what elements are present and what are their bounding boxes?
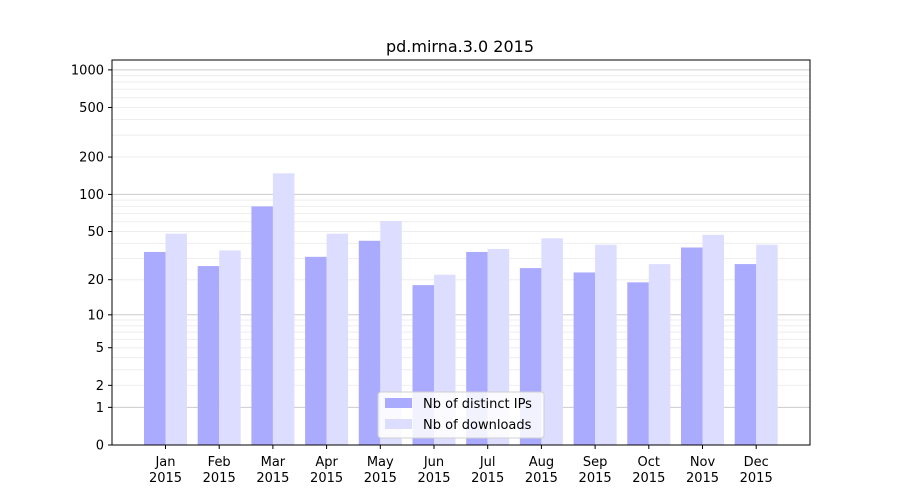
y-tick-label: 200 [79, 151, 104, 166]
bar-downloads [648, 264, 671, 445]
y-tick-label: 50 [87, 225, 104, 240]
y-tick-label: 2 [96, 379, 104, 394]
y-tick-label: 20 [87, 273, 104, 288]
legend-label: Nb of downloads [423, 418, 532, 433]
x-tick-label-year: 2015 [471, 471, 504, 486]
y-tick-label: 0 [96, 439, 104, 454]
x-tick-label-year: 2015 [364, 471, 397, 486]
x-tick-label-year: 2015 [256, 471, 289, 486]
y-tick-label: 10 [87, 308, 104, 323]
x-tick-label-year: 2015 [149, 471, 182, 486]
bar-ips [734, 264, 757, 445]
x-tick-label-month: Jul [479, 455, 496, 470]
x-axis: Jan2015Feb2015Mar2015Apr2015May2015Jun20… [149, 445, 773, 486]
x-tick-label-month: Nov [690, 455, 716, 470]
y-tick-label: 1 [96, 401, 104, 416]
y-tick-label: 5 [96, 341, 104, 356]
x-tick-label-month: Aug [529, 455, 554, 470]
bar-downloads [541, 238, 563, 445]
bar-ips [251, 206, 273, 445]
x-tick-label-year: 2015 [579, 471, 612, 486]
x-tick-label-month: Sep [583, 455, 608, 470]
legend-box [377, 391, 545, 439]
x-tick-label-month: Jan [154, 455, 175, 470]
x-tick-label-month: Dec [744, 455, 769, 470]
bar-downloads [380, 220, 402, 445]
bar-ips [305, 256, 327, 445]
y-tick-label: 100 [79, 188, 104, 203]
x-tick-label-year: 2015 [686, 471, 719, 486]
x-tick-label-year: 2015 [310, 471, 343, 486]
y-axis: 0 1 2 5 10 20 50 100 200 500 1000 [71, 63, 112, 454]
bar-downloads [756, 244, 778, 445]
y-tick-label: 500 [79, 101, 104, 116]
bar-downloads [595, 244, 617, 445]
bar-downloads [702, 234, 724, 445]
bar-downloads [165, 233, 187, 445]
bar-ips [573, 272, 596, 445]
x-tick-label-year: 2015 [417, 471, 450, 486]
chart-title: pd.mirna.3.0 2015 [386, 37, 534, 56]
bar-ips [681, 247, 703, 445]
legend-label: Nb of distinct IPs [423, 397, 532, 412]
x-tick-label-year: 2015 [740, 471, 773, 486]
x-tick-label-year: 2015 [632, 471, 665, 486]
bar-ips [197, 266, 220, 445]
x-tick-label-month: Oct [638, 455, 660, 470]
bar-ips [144, 251, 166, 445]
x-tick-label-month: Jun [423, 455, 444, 470]
y-tick-label: 1000 [71, 63, 104, 78]
bar-downloads [219, 250, 241, 445]
x-tick-label-year: 2015 [203, 471, 236, 486]
x-tick-label-month: Feb [208, 455, 231, 470]
bar-ips [627, 282, 649, 445]
plot-frame [111, 59, 811, 446]
x-tick-label-month: May [367, 455, 394, 470]
legend: Nb of distinct IPs Nb of downloads [377, 391, 545, 439]
bar-downloads [326, 233, 349, 445]
x-tick-label-month: Apr [315, 455, 338, 470]
bar-downloads [272, 173, 295, 445]
bar-ips [358, 240, 381, 445]
legend-swatch [385, 398, 412, 408]
x-tick-label-month: Mar [261, 455, 286, 470]
x-tick-label-year: 2015 [525, 471, 558, 486]
legend-swatch [385, 419, 412, 429]
